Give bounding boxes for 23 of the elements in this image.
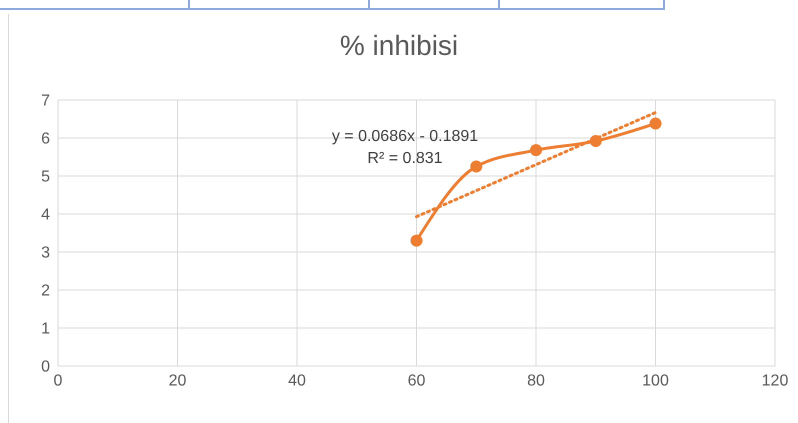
point [650,118,662,130]
y-tick-label: 5 [41,168,50,186]
chart-title: % inhibisi [338,30,460,62]
x-tick-label: 80 [527,372,545,390]
point [590,135,602,148]
y-tick-label: 3 [41,244,50,262]
x-tick-label: 20 [168,372,186,390]
y-tick-label: 4 [41,206,50,224]
y-tick-label: 1 [41,320,50,338]
point [470,160,482,172]
point [530,144,542,156]
x-tick-label: 0 [54,372,63,390]
point [410,234,422,247]
y-tick-label: 2 [41,282,50,300]
annotation: y = 0.0686x - 0.1891 [330,127,480,147]
x-tick-label: 40 [288,372,306,390]
y-tick-label: 6 [41,130,50,148]
x-tick-label: 60 [408,372,426,390]
x-tick-label: 100 [642,372,669,390]
x-tick-label: 120 [762,372,788,390]
y-tick-label: 0 [41,358,50,376]
y-tick-label: 7 [41,92,50,110]
annotation: R² = 0.831 [366,149,444,169]
